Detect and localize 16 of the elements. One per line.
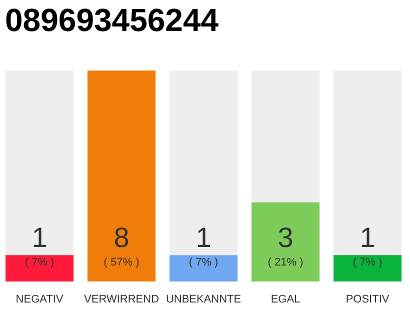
x-tick-label: POSITIV [346,294,390,306]
x-tick-label: UNBEKANNTE [166,294,242,306]
annotation: ( 7% ) [188,256,218,269]
annotation: ( 7% ) [24,256,54,269]
chart-title: 089693456244 [5,1,219,40]
annotation: ( 7% ) [352,256,382,269]
data-label: 1 [360,222,376,254]
data-label: 1 [196,222,212,254]
x-tick-label: NEGATIV [16,294,64,306]
annotation: ( 21% ) [268,256,304,269]
data-label: 3 [278,222,294,254]
annotation: ( 57% ) [104,256,140,269]
x-tick-label: EGAL [270,294,300,306]
data-label: 1 [32,222,48,254]
x-tick-label: VERWIRREND [84,294,160,306]
data-label: 8 [114,222,130,254]
